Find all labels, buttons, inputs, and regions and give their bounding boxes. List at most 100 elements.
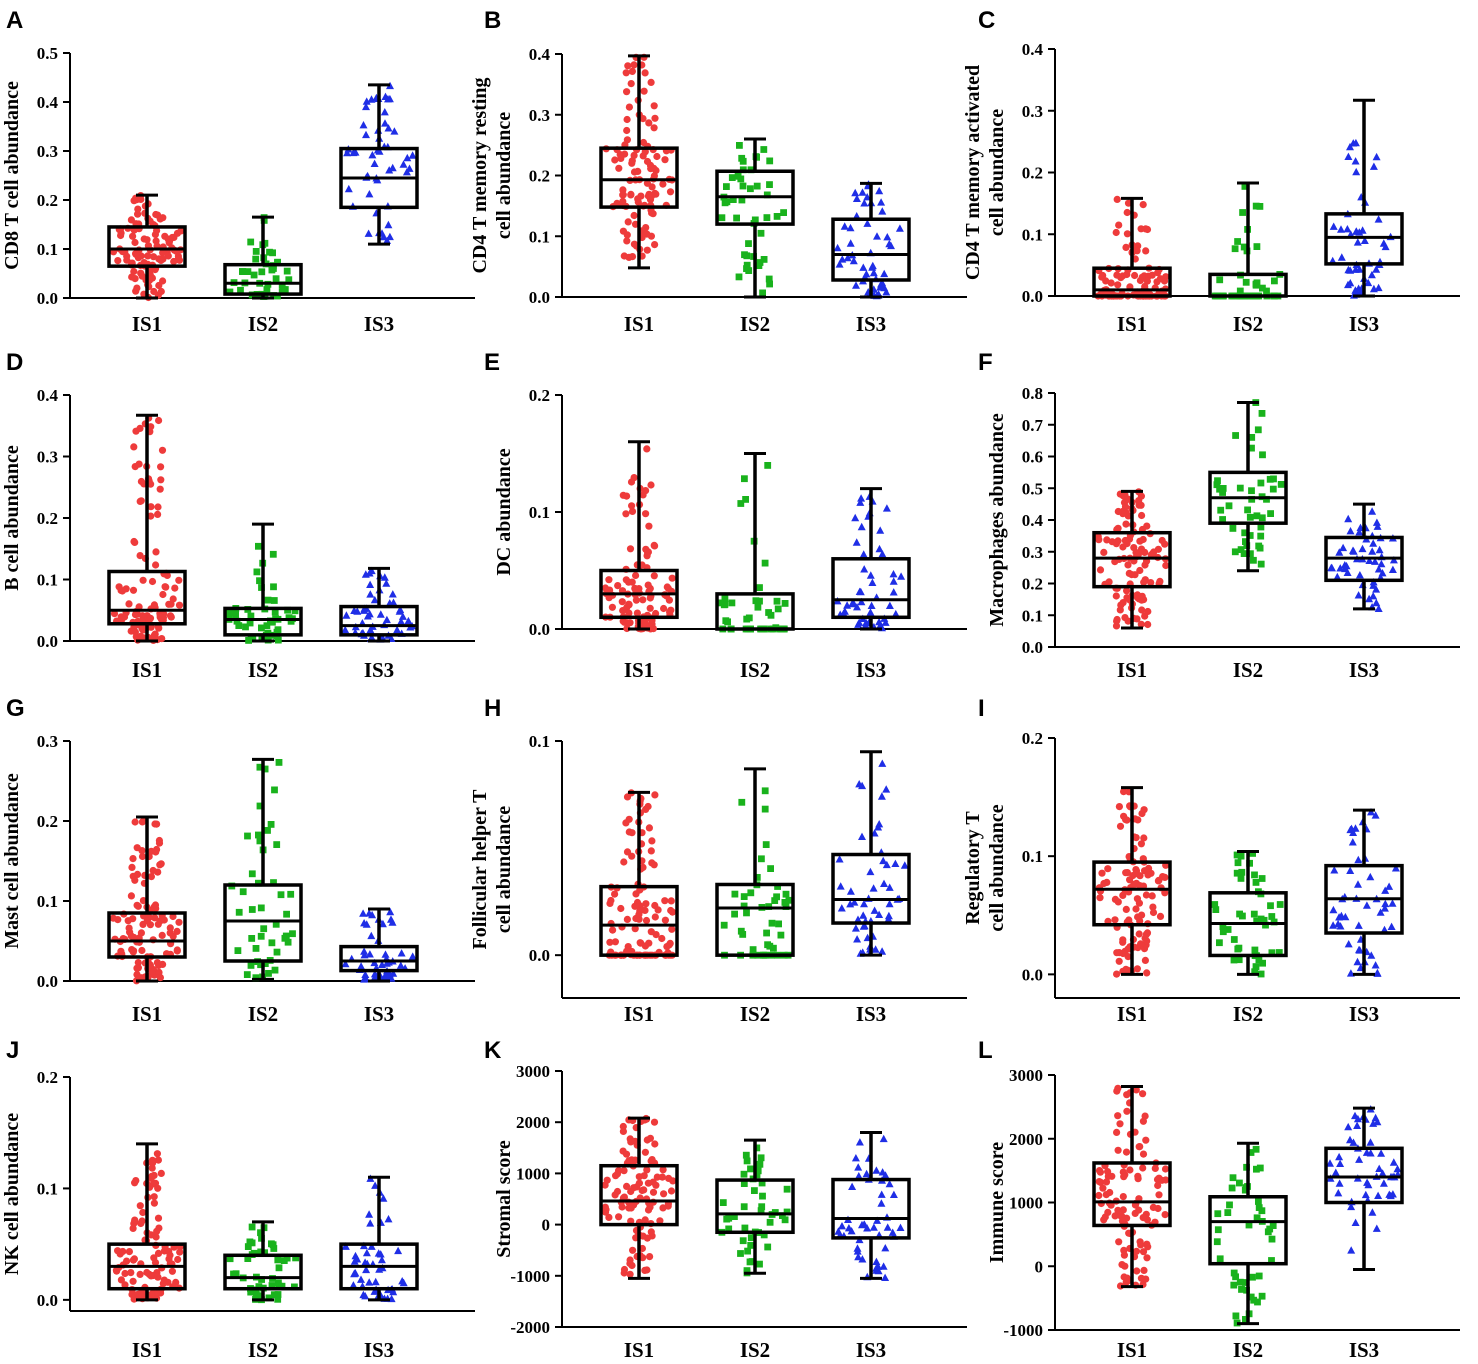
panel-label: B xyxy=(484,7,501,34)
panel-label: K xyxy=(484,1037,502,1064)
data-point-IS1 xyxy=(648,183,656,191)
data-point-IS2 xyxy=(1257,532,1265,540)
y-tick-label: 1000 xyxy=(1009,1194,1043,1213)
data-point-IS1 xyxy=(127,892,135,900)
data-point-IS1 xyxy=(628,502,636,510)
data-point-IS1 xyxy=(618,1203,626,1211)
data-point-IS2 xyxy=(1254,426,1262,434)
data-point-IS1 xyxy=(139,1208,147,1217)
data-point-IS1 xyxy=(129,586,138,594)
data-point-IS2 xyxy=(1241,1186,1249,1194)
data-point-IS1 xyxy=(663,583,671,591)
data-point-IS3 xyxy=(1372,1224,1381,1232)
data-point-IS1 xyxy=(615,1213,623,1221)
data-point-IS1 xyxy=(1115,949,1123,957)
data-point-IS3 xyxy=(368,910,377,919)
y-tick-label: 0.1 xyxy=(37,240,58,259)
box-IS3 xyxy=(339,907,419,983)
data-point-IS2 xyxy=(736,142,743,149)
panel-L: L -1000 0 1000 2000 3000 Immune score IS1 IS2 IS3 xyxy=(978,1037,1460,1362)
data-point-IS2 xyxy=(1216,485,1223,493)
box-IS3 xyxy=(1324,1105,1404,1271)
data-point-IS1 xyxy=(642,916,651,925)
data-point-IS2 xyxy=(737,500,745,507)
panel-E: E 0.0 0.1 0.2 DC abundance IS1 IS2 IS3 xyxy=(484,349,967,682)
data-point-IS1 xyxy=(628,829,636,837)
box-IS1 xyxy=(599,1114,679,1280)
data-point-IS2 xyxy=(740,1180,748,1187)
data-point-IS3 xyxy=(880,269,889,278)
data-point-IS2 xyxy=(235,622,243,629)
box-iqr xyxy=(223,606,303,637)
data-point-IS3 xyxy=(844,1224,853,1232)
y-tick-label: 0.1 xyxy=(529,732,550,751)
data-point-IS2 xyxy=(246,1238,254,1246)
data-point-IS2 xyxy=(268,1282,276,1289)
data-point-IS3 xyxy=(889,588,898,596)
data-point-IS3 xyxy=(381,119,389,127)
data-point-IS3 xyxy=(385,166,394,174)
data-point-IS1 xyxy=(641,942,650,950)
data-point-IS1 xyxy=(620,1193,629,1201)
x-tick-label-IS3: IS3 xyxy=(856,1002,886,1026)
data-point-IS2 xyxy=(285,614,293,622)
data-point-IS1 xyxy=(1142,247,1150,255)
data-point-IS2 xyxy=(751,216,759,224)
data-point-IS1 xyxy=(652,609,660,618)
data-point-IS2 xyxy=(269,550,277,558)
data-point-IS1 xyxy=(605,1213,613,1221)
data-point-IS1 xyxy=(643,1166,651,1174)
data-point-IS2 xyxy=(749,946,757,953)
data-point-IS1 xyxy=(1135,899,1143,907)
x-tick-label-IS3: IS3 xyxy=(1349,1338,1379,1362)
data-point-IS1 xyxy=(1114,507,1122,516)
data-point-IS1 xyxy=(1131,271,1139,280)
data-point-IS3 xyxy=(866,867,875,876)
data-point-IS1 xyxy=(1156,577,1164,586)
data-point-IS1 xyxy=(147,423,155,431)
data-point-IS1 xyxy=(110,610,119,618)
data-point-IS3 xyxy=(367,931,376,940)
data-point-IS2 xyxy=(742,496,749,503)
data-point-IS3 xyxy=(854,620,863,628)
data-point-IS3 xyxy=(1355,946,1364,954)
data-point-IS1 xyxy=(1114,1206,1122,1214)
box-iqr xyxy=(599,884,679,957)
y-tick-label: 0.1 xyxy=(37,1179,58,1198)
data-point-IS3 xyxy=(837,904,846,912)
panel-J: J 0.0 0.1 0.2 NK cell abundance IS1 IS2 IS3 xyxy=(1,1037,475,1362)
x-tick-label-IS1: IS1 xyxy=(624,1002,654,1026)
data-point-IS3 xyxy=(876,526,885,534)
data-point-IS3 xyxy=(1388,899,1397,907)
data-point-IS3 xyxy=(1371,811,1380,819)
data-point-IS2 xyxy=(275,759,283,766)
data-point-IS2 xyxy=(741,475,748,483)
data-point-IS1 xyxy=(658,934,666,943)
data-point-IS1 xyxy=(641,69,649,77)
data-point-IS1 xyxy=(649,1188,658,1196)
data-point-IS2 xyxy=(1236,910,1243,918)
data-point-IS1 xyxy=(153,1150,161,1158)
data-point-IS1 xyxy=(1104,1208,1112,1216)
data-point-IS1 xyxy=(158,931,166,940)
box-IS2 xyxy=(1208,181,1288,300)
data-point-IS3 xyxy=(884,915,893,923)
data-point-IS1 xyxy=(668,925,676,933)
y-axis-title: CD4 T memory resting xyxy=(469,77,491,273)
data-point-IS2 xyxy=(761,805,769,813)
data-point-IS2 xyxy=(1238,868,1246,876)
data-point-IS3 xyxy=(380,108,389,116)
data-point-IS1 xyxy=(632,571,640,580)
data-point-IS2 xyxy=(733,214,740,222)
data-point-IS2 xyxy=(771,897,779,904)
data-point-IS3 xyxy=(851,188,860,197)
data-point-IS3 xyxy=(872,1257,881,1265)
data-point-IS2 xyxy=(721,199,729,207)
data-point-IS2 xyxy=(285,276,293,284)
data-point-IS3 xyxy=(1349,546,1357,554)
y-tick-label: 0.3 xyxy=(529,106,550,125)
data-point-IS1 xyxy=(622,510,630,518)
data-point-IS1 xyxy=(648,192,656,200)
data-point-IS2 xyxy=(263,286,271,293)
data-point-IS1 xyxy=(633,609,642,617)
